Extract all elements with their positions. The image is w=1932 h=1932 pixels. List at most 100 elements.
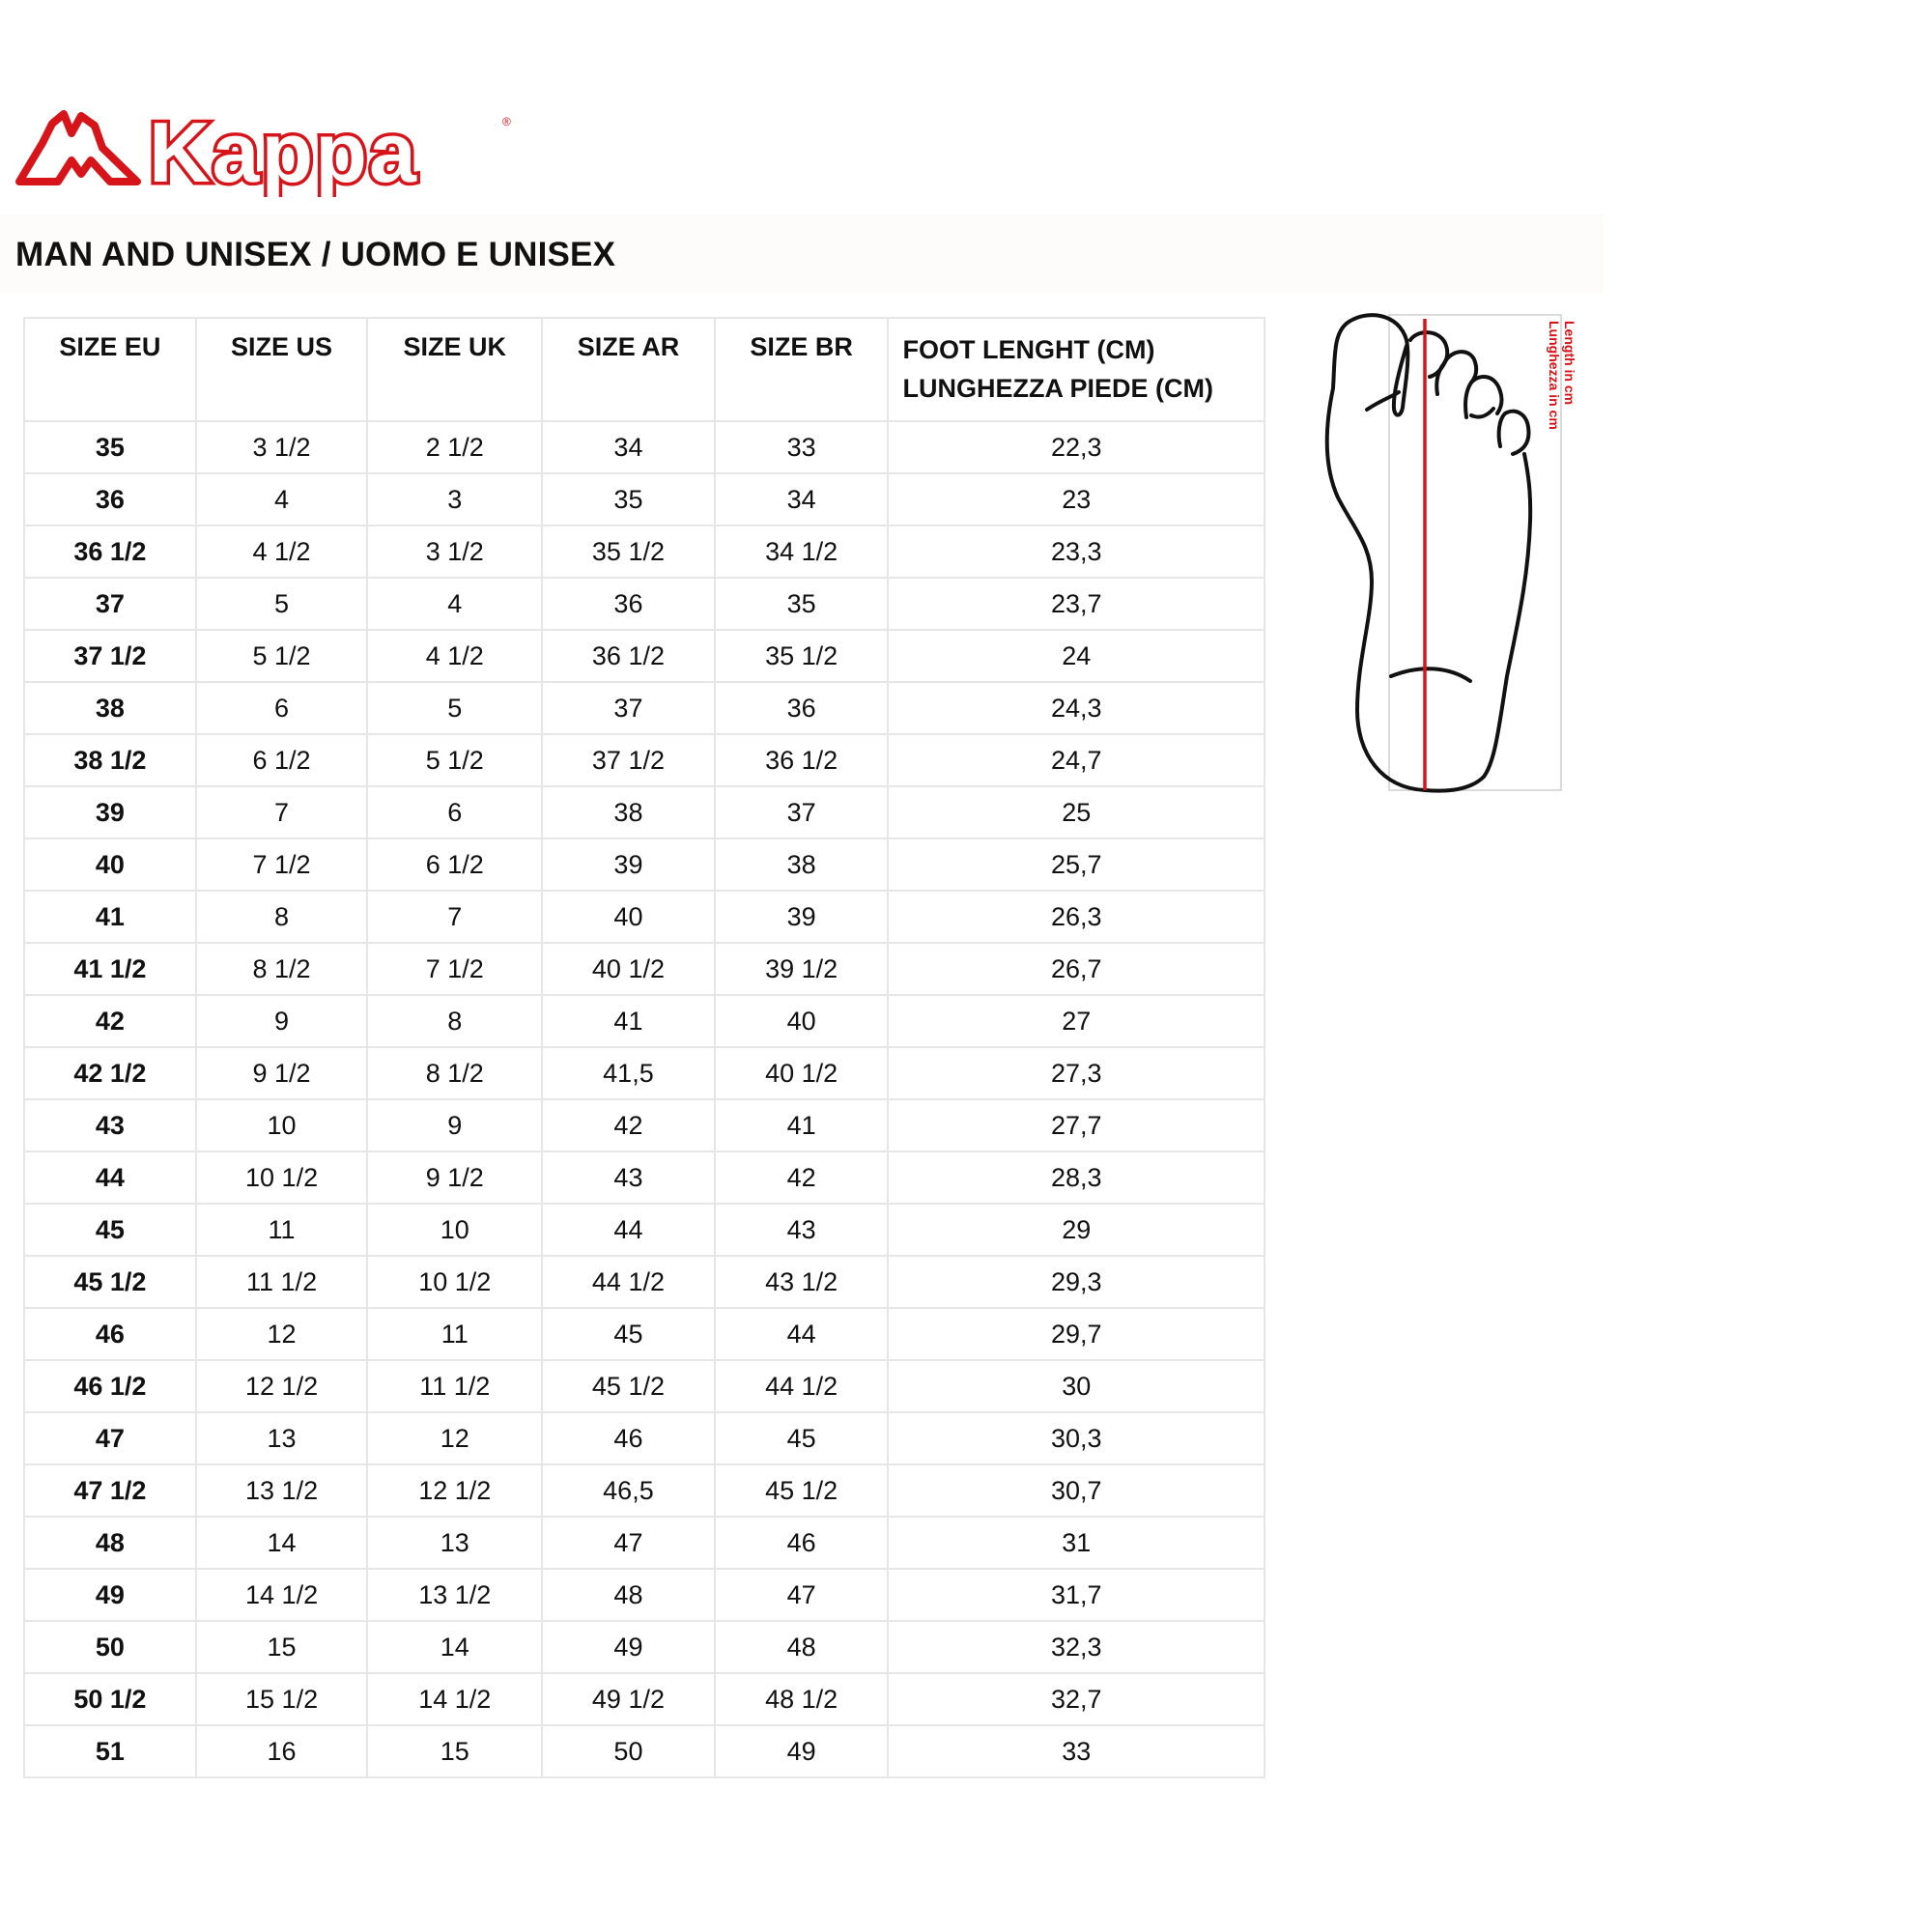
cell-size-us: 5 1/2: [194, 629, 369, 683]
cell-foot-length: 24,7: [887, 733, 1265, 787]
table-row: 45 11 10 44 43 29: [23, 1203, 1265, 1257]
length-label-en: Length in cm: [1562, 321, 1577, 405]
cell-foot-length: 26,7: [887, 942, 1265, 996]
cell-size-br: 39 1/2: [713, 942, 890, 996]
table-row: 48 14 13 47 46 31: [23, 1516, 1265, 1570]
cell-size-us: 4 1/2: [194, 525, 369, 579]
cell-foot-length: 32,3: [887, 1620, 1265, 1674]
cell-size-uk: 4: [366, 577, 544, 631]
cell-size-ar: 44 1/2: [541, 1255, 716, 1309]
cell-size-uk: 12: [366, 1411, 544, 1465]
cell-size-br: 36 1/2: [713, 733, 890, 787]
cell-size-us: 15 1/2: [194, 1672, 369, 1726]
cell-size-ar: 35 1/2: [541, 525, 716, 579]
table-row: 47 13 12 46 45 30,3: [23, 1411, 1265, 1465]
cell-size-ar: 46,5: [541, 1463, 716, 1518]
registered-mark: ®: [502, 115, 511, 128]
cell-size-br: 45 1/2: [713, 1463, 890, 1518]
cell-size-uk: 15: [366, 1724, 544, 1778]
cell-size-us: 5: [194, 577, 369, 631]
cell-size-eu: 42 1/2: [23, 1046, 197, 1100]
cell-foot-length: 23,7: [887, 577, 1265, 631]
cell-size-ar: 42: [541, 1098, 716, 1152]
table-row: 37 5 4 36 35 23,7: [23, 577, 1265, 631]
cell-size-br: 48: [713, 1620, 890, 1674]
cell-foot-length: 29: [887, 1203, 1265, 1257]
header-foot-length-it: LUNGHEZZA PIEDE (CM): [902, 374, 1213, 403]
cell-size-br: 43 1/2: [713, 1255, 890, 1309]
cell-foot-length: 24: [887, 629, 1265, 683]
cell-foot-length: 32,7: [887, 1672, 1265, 1726]
cell-size-eu: 46: [23, 1307, 197, 1361]
cell-foot-length: 27: [887, 994, 1265, 1048]
cell-size-us: 6 1/2: [194, 733, 369, 787]
cell-size-uk: 11: [366, 1307, 544, 1361]
cell-size-ar: 45: [541, 1307, 716, 1361]
length-label-it: Lunghezza in cm: [1547, 321, 1562, 430]
kappa-logo: Kappa ®: [15, 104, 511, 197]
cell-size-ar: 37 1/2: [541, 733, 716, 787]
cell-size-ar: 50: [541, 1724, 716, 1778]
table-row: 51 16 15 50 49 33: [23, 1724, 1265, 1778]
cell-size-us: 10 1/2: [194, 1151, 369, 1205]
cell-foot-length: 23,3: [887, 525, 1265, 579]
cell-size-ar: 41,5: [541, 1046, 716, 1100]
cell-size-uk: 8: [366, 994, 544, 1048]
cell-size-uk: 6: [366, 785, 544, 839]
cell-size-us: 13: [194, 1411, 369, 1465]
cell-foot-length: 27,7: [887, 1098, 1265, 1152]
cell-size-br: 40: [713, 994, 890, 1048]
cell-foot-length: 33: [887, 1724, 1265, 1778]
measure-frame: [1388, 314, 1562, 791]
cell-size-eu: 40: [23, 838, 197, 892]
table-row: 38 1/2 6 1/2 5 1/2 37 1/2 36 1/2 24,7: [23, 733, 1265, 787]
cell-size-ar: 36 1/2: [541, 629, 716, 683]
cell-size-us: 11 1/2: [194, 1255, 369, 1309]
cell-size-us: 10: [194, 1098, 369, 1152]
cell-size-uk: 7 1/2: [366, 942, 544, 996]
cell-size-eu: 45 1/2: [23, 1255, 197, 1309]
cell-size-us: 3 1/2: [194, 420, 369, 474]
cell-size-ar: 41: [541, 994, 716, 1048]
cell-size-br: 34: [713, 472, 890, 526]
cell-size-br: 41: [713, 1098, 890, 1152]
foot-outline-icon: [1324, 313, 1533, 793]
cell-size-eu: 51: [23, 1724, 197, 1778]
cell-size-us: 8 1/2: [194, 942, 369, 996]
cell-size-uk: 13: [366, 1516, 544, 1570]
table-row: 36 4 3 35 34 23: [23, 472, 1265, 526]
table-row: 36 1/2 4 1/2 3 1/2 35 1/2 34 1/2 23,3: [23, 525, 1265, 579]
cell-size-ar: 45 1/2: [541, 1359, 716, 1413]
title-band: [0, 214, 1604, 294]
cell-size-br: 49: [713, 1724, 890, 1778]
cell-size-ar: 37: [541, 681, 716, 735]
cell-size-ar: 34: [541, 420, 716, 474]
cell-size-us: 14 1/2: [194, 1568, 369, 1622]
table-row: 46 12 11 45 44 29,7: [23, 1307, 1265, 1361]
cell-size-us: 7 1/2: [194, 838, 369, 892]
cell-size-uk: 7: [366, 890, 544, 944]
cell-size-eu: 43: [23, 1098, 197, 1152]
table-row: 44 10 1/2 9 1/2 43 42 28,3: [23, 1151, 1265, 1205]
cell-size-uk: 14 1/2: [366, 1672, 544, 1726]
cell-size-eu: 41 1/2: [23, 942, 197, 996]
header-foot-length-en: FOOT LENGHT (CM): [902, 335, 1155, 364]
cell-size-us: 9 1/2: [194, 1046, 369, 1100]
cell-size-ar: 46: [541, 1411, 716, 1465]
cell-size-us: 6: [194, 681, 369, 735]
cell-size-eu: 44: [23, 1151, 197, 1205]
cell-size-ar: 36: [541, 577, 716, 631]
cell-size-br: 38: [713, 838, 890, 892]
cell-size-ar: 40 1/2: [541, 942, 716, 996]
table-row: 42 9 8 41 40 27: [23, 994, 1265, 1048]
cell-size-ar: 47: [541, 1516, 716, 1570]
cell-size-eu: 47 1/2: [23, 1463, 197, 1518]
table-row: 41 8 7 40 39 26,3: [23, 890, 1265, 944]
table-row: 49 14 1/2 13 1/2 48 47 31,7: [23, 1568, 1265, 1622]
cell-size-eu: 42: [23, 994, 197, 1048]
cell-size-uk: 2 1/2: [366, 420, 544, 474]
cell-size-eu: 37 1/2: [23, 629, 197, 683]
cell-foot-length: 30: [887, 1359, 1265, 1413]
table-row: 50 15 14 49 48 32,3: [23, 1620, 1265, 1674]
table-row: 43 10 9 42 41 27,7: [23, 1098, 1265, 1152]
